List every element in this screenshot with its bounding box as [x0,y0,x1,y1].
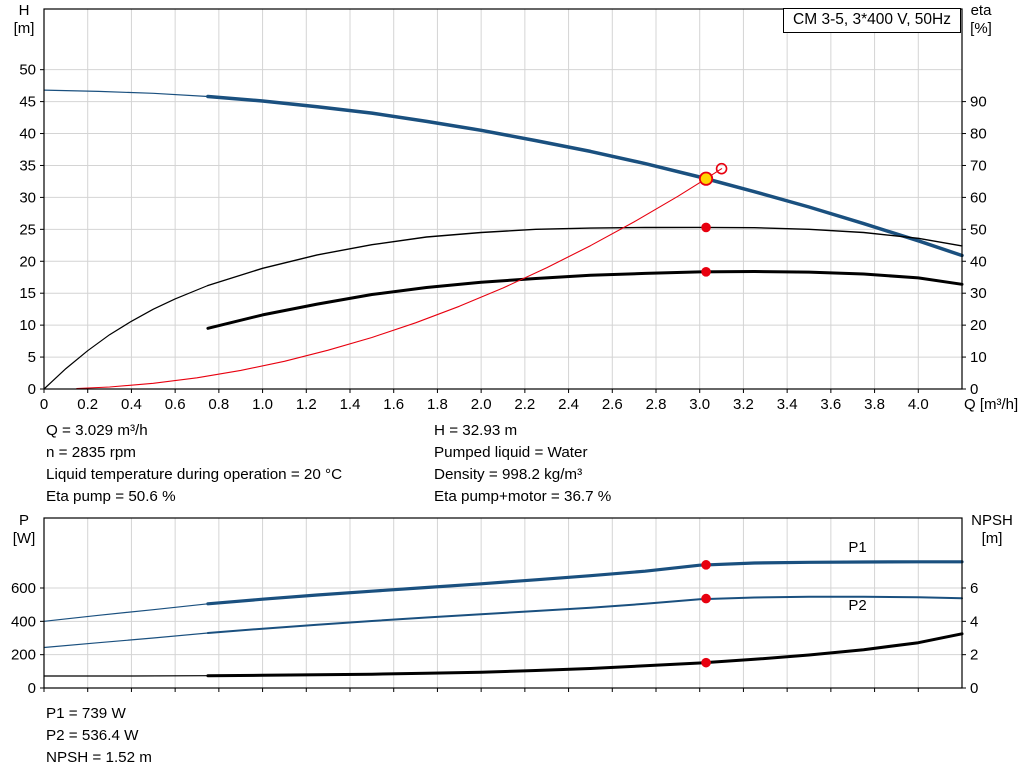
plot-frame [43,517,963,689]
power-npsh-data: P1 = 739 W P2 = 536.4 W NPSH = 1.52 m [46,703,152,769]
eta-pump-duty-dot [701,222,711,233]
right-tick-label: 60 [970,189,987,206]
left-tick-label: 45 [19,94,36,111]
left-tick-label: 25 [19,221,36,238]
right-tick-label: 20 [970,317,987,334]
left-axis-label: [W] [13,530,36,547]
left-axis-label: H [19,2,30,19]
right-tick-label: 90 [970,94,987,111]
right-axis-label: [m] [982,530,1003,547]
right-tick-label: 40 [970,253,987,270]
eta-pump-curve [207,226,963,287]
x-tick-label: 1.8 [427,396,448,413]
p1-duty-dot [701,560,711,570]
p1-curve [206,560,964,606]
head-value: H = 32.93 m [434,422,518,439]
left-tick-label: 400 [11,613,36,630]
x-tick-label: 1.0 [252,396,273,413]
x-tick-label: 4.0 [908,396,929,413]
eta-pump-curve-lead [43,284,209,390]
x-tick-label: 2.0 [471,396,492,413]
x-tick-label: 2.6 [602,396,623,413]
p2-duty-dot [701,593,711,604]
x-tick-label: 0.2 [77,396,98,413]
p1-curve-lead [43,603,209,622]
requested-duty-point [715,162,728,175]
x-tick-label: 3.6 [820,396,841,413]
right-axis-label: NPSH [971,512,1013,529]
right-tick-label: 70 [970,157,987,174]
left-tick-label: 50 [19,62,36,79]
plot-frame [43,8,963,390]
right-tick-label: 0 [970,381,978,398]
pump-type-label: CM 3-5, 3*400 V, 50Hz [783,8,961,33]
operating-data-left: Q = 3.029 m³/h n = 2835 rpm Liquid tempe… [46,420,342,508]
right-tick-label: 10 [970,349,987,366]
x-tick-label: 1.4 [340,396,361,413]
pumped-liquid-value: Pumped liquid = Water [434,444,588,461]
right-tick-label: 50 [970,221,987,238]
right-tick-label: 2 [970,647,978,664]
x-tick-label: 1.2 [296,396,317,413]
eta-pump-value: Eta pump = 50.6 % [46,488,176,505]
x-tick-label: 0.8 [208,396,229,413]
left-tick-label: 0 [28,381,36,398]
eta-pump-motor-value: Eta pump+motor = 36.7 % [434,488,612,505]
left-tick-label: 35 [19,157,36,174]
x-tick-label: 3.4 [777,396,798,413]
series-label-p1: P1 [848,539,866,556]
liquid-temperature-value: Liquid temperature during operation = 20… [46,466,343,483]
x-tick-label: 3.0 [689,396,710,413]
p2-curve-lead [43,632,209,649]
right-tick-label: 30 [970,285,987,302]
x-tick-label: 0.6 [165,396,186,413]
npsh-curve [206,632,964,678]
x-tick-label: 3.2 [733,396,754,413]
x-tick-label: 2.2 [514,396,535,413]
left-tick-label: 5 [28,349,36,366]
system-curve [76,168,723,390]
eta-pump-motor-curve [206,270,964,330]
right-tick-label: 4 [970,613,978,630]
x-tick-label: 1.6 [383,396,404,413]
x-tick-label: 0 [40,396,48,413]
head-curve [206,94,964,258]
p1-value: P1 = 739 W [46,705,126,722]
npsh-value: NPSH = 1.52 m [46,749,152,766]
x-tick-label: 2.4 [558,396,579,413]
right-axis-label: [%] [970,20,992,37]
x-tick-label: 3.8 [864,396,885,413]
left-tick-label: 600 [11,580,36,597]
x-tick-label: 2.8 [646,396,667,413]
npsh-duty-dot [701,657,711,668]
series-label-p2: P2 [848,597,866,614]
speed-value: n = 2835 rpm [46,444,136,461]
left-tick-label: 30 [19,189,36,206]
left-tick-label: 40 [19,126,36,143]
left-tick-label: 0 [28,680,36,697]
operating-data-right: H = 32.93 m Pumped liquid = Water Densit… [434,420,611,508]
flow-value: Q = 3.029 m³/h [46,422,148,439]
x-tick-label: 0.4 [121,396,142,413]
left-tick-label: 15 [19,285,36,302]
p2-value: P2 = 536.4 W [46,727,139,744]
left-axis-label: [m] [14,20,35,37]
left-tick-label: 200 [11,647,36,664]
power-npsh-chart: 0 200 400 600 0 2 4 6 P[W] NPSH[m] P1 P2 [11,512,1013,697]
eta-pump-motor-duty-dot [701,267,711,277]
right-tick-label: 0 [970,680,978,697]
left-axis-label: P [19,512,29,529]
right-tick-label: 6 [970,580,978,597]
left-tick-label: 20 [19,253,36,270]
qh-eta-chart: 0 0.2 0.4 0.6 0.8 1.0 1.2 1.4 1.6 1.8 2.0 2.2 2.4 2.6… [14,2,1019,413]
right-tick-label: 80 [970,126,987,143]
right-axis-label: eta [971,2,993,19]
p2-curve [206,595,963,634]
density-value: Density = 998.2 kg/m³ [434,466,583,483]
x-axis-label: Q [m³/h] [964,396,1018,413]
head-curve-lead [43,89,209,98]
duty-point [698,171,714,186]
left-tick-label: 10 [19,317,36,334]
